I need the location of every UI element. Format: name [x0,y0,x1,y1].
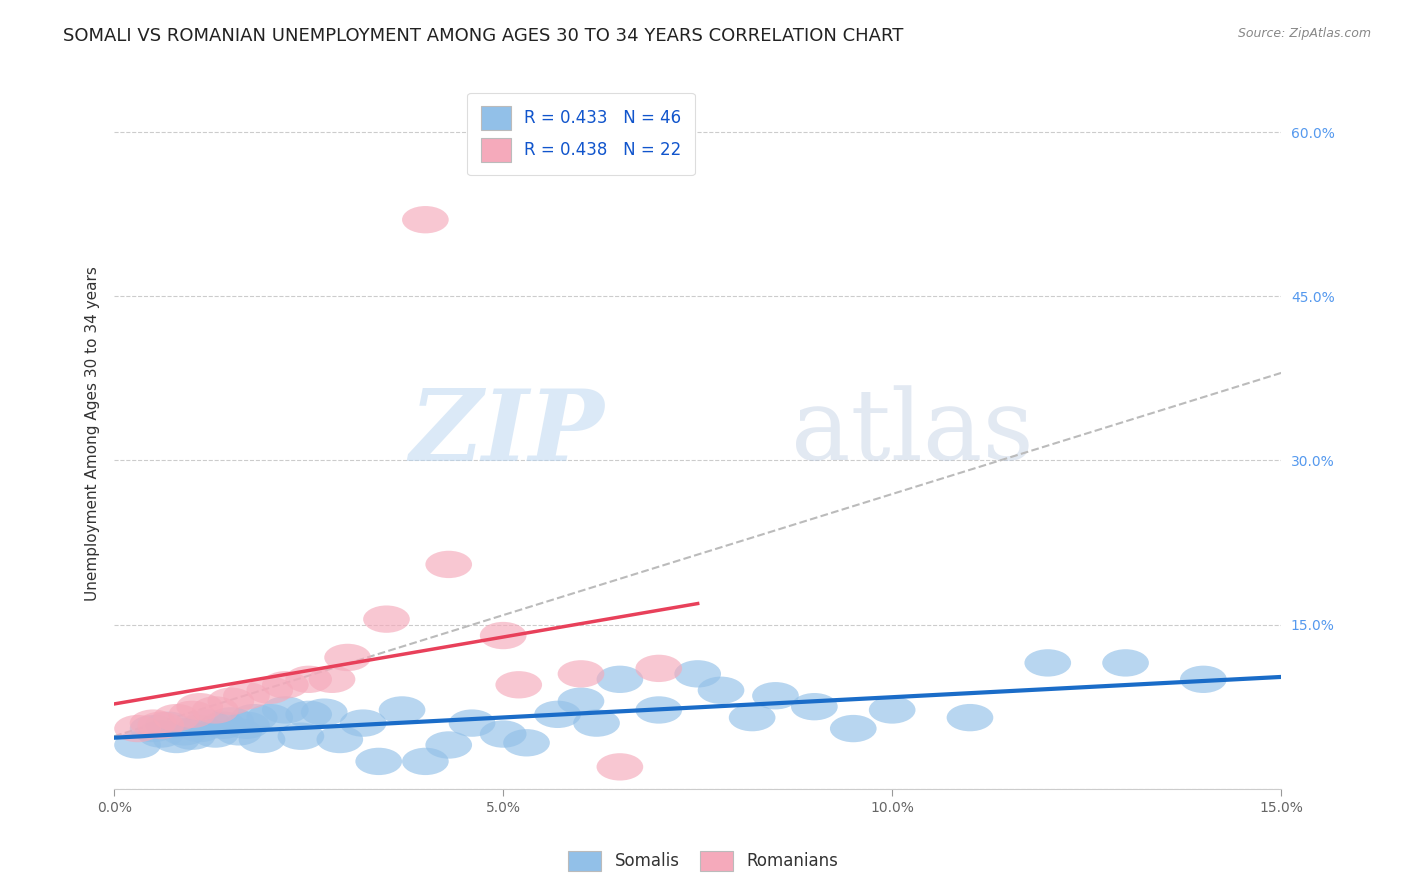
Ellipse shape [426,550,472,578]
Ellipse shape [1025,649,1071,677]
Ellipse shape [558,688,605,714]
Ellipse shape [176,714,224,742]
Ellipse shape [503,729,550,756]
Ellipse shape [129,714,176,742]
Ellipse shape [402,206,449,234]
Ellipse shape [224,682,270,709]
Ellipse shape [596,665,643,693]
Ellipse shape [153,726,200,753]
Ellipse shape [449,709,495,737]
Ellipse shape [402,747,449,775]
Ellipse shape [309,665,356,693]
Ellipse shape [224,712,270,739]
Ellipse shape [193,721,239,747]
Ellipse shape [363,606,409,632]
Ellipse shape [208,707,254,735]
Ellipse shape [946,704,993,731]
Legend: R = 0.433   N = 46, R = 0.438   N = 22: R = 0.433 N = 46, R = 0.438 N = 22 [467,93,695,175]
Ellipse shape [675,660,721,688]
Text: ZIP: ZIP [409,384,605,482]
Ellipse shape [325,644,371,671]
Ellipse shape [160,718,208,746]
Ellipse shape [246,677,292,704]
Ellipse shape [558,660,605,688]
Ellipse shape [262,697,309,723]
Ellipse shape [176,693,224,721]
Ellipse shape [1102,649,1149,677]
Ellipse shape [153,704,200,731]
Ellipse shape [277,723,325,750]
Ellipse shape [356,747,402,775]
Ellipse shape [184,709,231,737]
Text: SOMALI VS ROMANIAN UNEMPLOYMENT AMONG AGES 30 TO 34 YEARS CORRELATION CHART: SOMALI VS ROMANIAN UNEMPLOYMENT AMONG AG… [63,27,904,45]
Ellipse shape [301,698,347,726]
Ellipse shape [479,622,526,649]
Ellipse shape [262,671,309,698]
Ellipse shape [316,726,363,753]
Text: Source: ZipAtlas.com: Source: ZipAtlas.com [1237,27,1371,40]
Ellipse shape [138,721,184,747]
Ellipse shape [1180,665,1226,693]
Ellipse shape [636,655,682,682]
Ellipse shape [792,693,838,721]
Ellipse shape [193,697,239,723]
Ellipse shape [426,731,472,759]
Ellipse shape [574,709,620,737]
Ellipse shape [129,709,176,737]
Ellipse shape [479,721,526,747]
Ellipse shape [239,726,285,753]
Y-axis label: Unemployment Among Ages 30 to 34 years: Unemployment Among Ages 30 to 34 years [86,266,100,600]
Ellipse shape [697,677,744,704]
Ellipse shape [752,682,799,709]
Ellipse shape [145,712,193,739]
Ellipse shape [169,700,215,728]
Ellipse shape [495,671,543,698]
Ellipse shape [231,704,277,731]
Ellipse shape [869,697,915,723]
Ellipse shape [215,718,262,746]
Ellipse shape [208,688,254,714]
Ellipse shape [114,731,160,759]
Text: atlas: atlas [792,385,1033,481]
Ellipse shape [138,712,184,739]
Ellipse shape [728,704,776,731]
Legend: Somalis, Romanians: Somalis, Romanians [560,842,846,880]
Ellipse shape [534,700,581,728]
Ellipse shape [340,709,387,737]
Ellipse shape [378,697,426,723]
Ellipse shape [285,700,332,728]
Ellipse shape [169,723,215,750]
Ellipse shape [596,753,643,780]
Ellipse shape [114,714,160,742]
Ellipse shape [246,704,292,731]
Ellipse shape [285,665,332,693]
Ellipse shape [200,712,246,739]
Ellipse shape [830,714,876,742]
Ellipse shape [636,697,682,723]
